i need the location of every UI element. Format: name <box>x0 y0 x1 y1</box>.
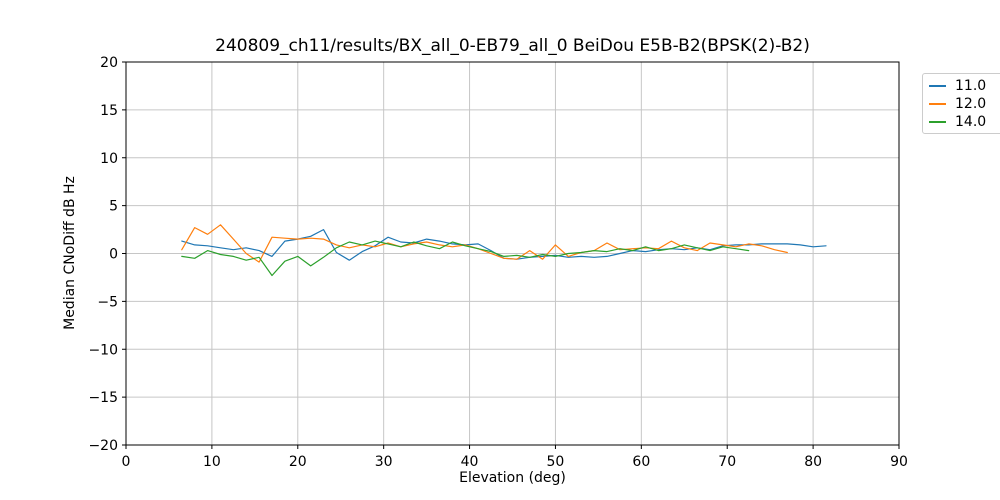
series-line-12.0 <box>181 224 788 263</box>
series-line-11.0 <box>181 229 827 261</box>
series-line-14.0 <box>181 240 750 277</box>
x-tick-label: 50 <box>547 454 565 470</box>
x-tick-label: 10 <box>203 454 221 470</box>
x-tick-label: 90 <box>890 454 908 470</box>
x-tick-label: 40 <box>461 454 479 470</box>
x-tick-label: 70 <box>718 454 736 470</box>
y-tick-label: 10 <box>100 151 118 167</box>
y-tick-label: −20 <box>88 438 118 454</box>
legend-line-sample-14.0 <box>929 121 946 123</box>
legend-label-11.0: 11.0 <box>955 78 987 94</box>
axes-frame <box>125 61 900 446</box>
legend-entry-12.0: 12.0 <box>923 95 1000 113</box>
x-tick-label: 0 <box>122 454 131 470</box>
legend-line-sample-11.0 <box>929 85 946 87</box>
y-tick-label: 15 <box>100 103 118 119</box>
x-axis-title: Elevation (deg) <box>459 470 566 486</box>
y-tick-label: −10 <box>88 342 118 358</box>
legend-line-sample-12.0 <box>929 103 946 105</box>
y-tick-label: 5 <box>109 199 118 215</box>
y-tick-label: −5 <box>97 294 118 310</box>
legend-label-14.0: 14.0 <box>955 114 987 130</box>
x-tick-label: 60 <box>632 454 650 470</box>
x-tick-label: 30 <box>375 454 393 470</box>
legend-box: 11.0 12.0 14.0 <box>922 73 1000 134</box>
legend-label-12.0: 12.0 <box>955 96 987 112</box>
legend-entry-14.0: 14.0 <box>923 113 1000 131</box>
chart-title: 240809_ch11/results/BX_all_0-EB79_all_0 … <box>215 36 810 56</box>
x-tick-label: 20 <box>289 454 307 470</box>
legend-entry-11.0: 11.0 <box>923 77 1000 95</box>
y-tick-label: −15 <box>88 390 118 406</box>
x-tick-label: 80 <box>804 454 822 470</box>
y-tick-label: 20 <box>100 55 118 71</box>
y-tick-label: 0 <box>109 247 118 263</box>
y-axis-title: Median CNoDiff dB Hz <box>62 176 78 330</box>
